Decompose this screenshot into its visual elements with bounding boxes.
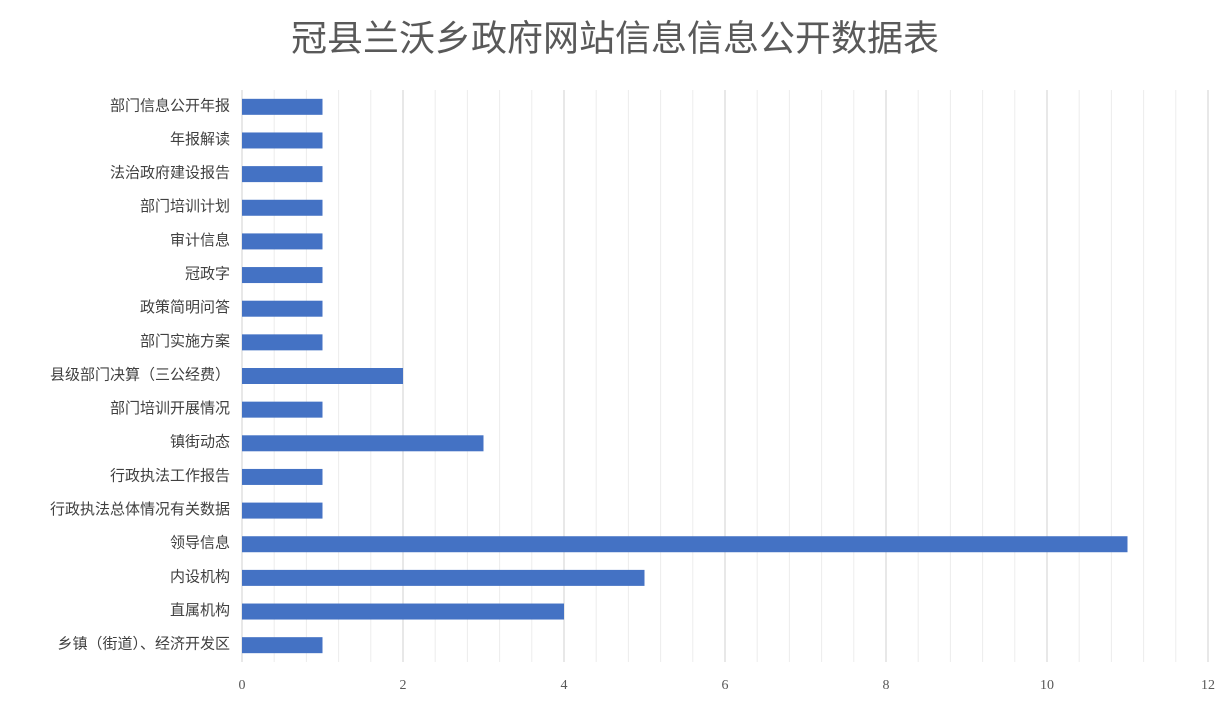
y-tick-label: 部门培训开展情况 — [110, 400, 230, 417]
y-tick-label: 部门实施方案 — [140, 332, 230, 350]
bar — [242, 536, 1128, 553]
y-tick-label: 冠政字 — [185, 265, 230, 282]
y-tick-label: 县级部门决算（三公经费） — [50, 365, 230, 383]
chart-title: 冠县兰沃乡政府网站信息信息公开数据表 — [291, 18, 939, 58]
y-tick-label: 行政执法工作报告 — [110, 467, 230, 484]
bar — [242, 435, 484, 452]
x-tick-label: 10 — [1040, 678, 1054, 693]
y-tick-label: 法治政府建设报告 — [110, 165, 230, 182]
bar — [242, 132, 323, 149]
bar — [242, 334, 323, 351]
y-tick-label: 审计信息 — [170, 232, 230, 249]
bar — [242, 166, 323, 183]
bar — [242, 468, 323, 485]
y-tick-label: 镇街动态 — [170, 434, 230, 451]
bar — [242, 637, 323, 654]
x-tick-label: 4 — [561, 678, 568, 693]
y-tick-label: 部门信息公开年报 — [110, 97, 230, 114]
bar — [242, 368, 403, 384]
y-tick-label: 部门培训计划 — [140, 198, 230, 215]
y-tick-label: 内设机构 — [170, 568, 230, 585]
y-tick-label: 年报解读 — [170, 131, 230, 148]
x-tick-label: 12 — [1201, 678, 1215, 693]
bar — [242, 401, 323, 418]
y-tick-label: 政策简明问答 — [140, 299, 230, 316]
bar — [242, 502, 323, 519]
y-tick-label: 行政执法总体情况有关数据 — [50, 501, 230, 518]
x-tick-label: 2 — [400, 678, 407, 693]
bar — [242, 233, 323, 250]
bar — [242, 569, 645, 586]
bar — [242, 199, 323, 216]
bar — [242, 603, 564, 620]
y-tick-label: 乡镇（街道）、经济开发区 — [57, 636, 230, 653]
y-tick-label: 直属机构 — [170, 602, 230, 619]
bar — [242, 300, 323, 317]
bar — [242, 267, 323, 284]
x-tick-label: 6 — [722, 678, 729, 693]
y-tick-label: 领导信息 — [170, 535, 230, 552]
bar — [242, 98, 323, 115]
x-tick-label: 8 — [883, 678, 890, 693]
x-tick-label: 0 — [239, 678, 246, 693]
